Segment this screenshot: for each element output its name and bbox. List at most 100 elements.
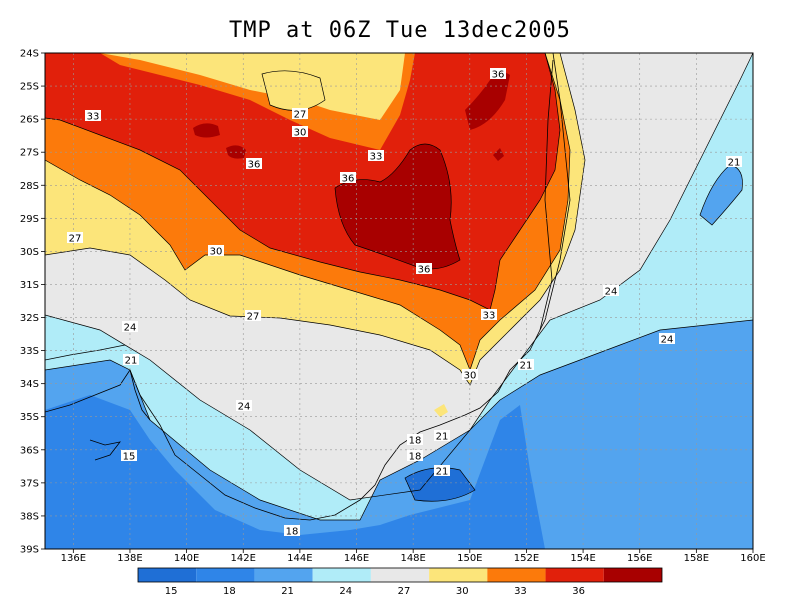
contour-label-bg — [434, 430, 450, 441]
contour-label-bg — [481, 309, 497, 320]
contour-label-bg — [416, 263, 432, 274]
lat-tick-label: 26S — [20, 115, 39, 126]
contour-label: 27 — [69, 234, 82, 245]
contour-label: 18 — [409, 452, 422, 463]
contour-label-bg — [490, 68, 506, 79]
band-gt36-small1 — [193, 123, 220, 138]
lon-tick-label: 144E — [287, 553, 312, 564]
contour-label-bg — [726, 156, 742, 167]
colorbar-label: 27 — [398, 586, 411, 597]
band-18-21 — [45, 320, 753, 549]
contour-label: 24 — [661, 335, 674, 346]
colorbar-swatch — [370, 568, 430, 582]
colorbar-swatch — [487, 568, 546, 582]
contour-label: 36 — [248, 160, 261, 171]
colorbar-label: 33 — [514, 586, 527, 597]
contour-label-bg — [208, 245, 224, 256]
contour-label-bg — [407, 434, 423, 445]
lat-tick-label: 32S — [20, 313, 39, 324]
contour-label-bg — [407, 450, 423, 461]
lon-tick-label: 140E — [174, 553, 199, 564]
contour-label-bg — [603, 285, 619, 296]
lon-tick-label: 160E — [740, 553, 765, 564]
contour-label: 21 — [520, 361, 533, 372]
colorbar-label: 21 — [281, 586, 294, 597]
colorbar-swatch — [312, 568, 371, 582]
lon-tick-label: 156E — [627, 553, 652, 564]
lat-tick-label: 24S — [20, 49, 39, 60]
graticule — [45, 53, 753, 549]
colorbar-label: 18 — [223, 586, 236, 597]
contour-label: 36 — [342, 174, 355, 185]
contour-labels: 33 27 30 36 33 36 36 21 27 30 36 33 24 24 21 27 30 21 24 24… — [67, 68, 742, 538]
lat-tick-label: 38S — [20, 511, 39, 522]
band-27-30-inner — [262, 70, 325, 111]
lat-tick-label: 31S — [20, 280, 39, 291]
lat-tick-label: 27S — [20, 148, 39, 159]
contour-label-bg — [85, 110, 101, 121]
lat-tick-label: 33S — [20, 346, 39, 357]
colorbar-frame — [137, 567, 663, 583]
contour-label: 27 — [294, 110, 307, 121]
contour-label-bg — [122, 321, 138, 332]
contour-label: 24 — [238, 402, 251, 413]
colorbar-label: 24 — [339, 586, 352, 597]
contour-label-bg — [518, 359, 534, 370]
contour-label: 36 — [492, 70, 505, 81]
contour-label-bg — [121, 450, 137, 461]
lon-tick-label: 138E — [117, 553, 142, 564]
contour-label: 30 — [294, 128, 307, 139]
lon-tick-label: 148E — [400, 553, 425, 564]
map-frame — [44, 52, 754, 550]
band-gt36-small3 — [493, 148, 504, 161]
contour-label-bg — [67, 232, 83, 243]
contour-label-bg — [292, 108, 308, 119]
band-27-30-islet — [434, 404, 448, 417]
lat-tick-label: 39S — [20, 545, 39, 556]
lon-tick-label: 146E — [344, 553, 369, 564]
lon-tick-label: 142E — [231, 553, 256, 564]
colorbar-label: 30 — [456, 586, 469, 597]
lat-tick-label: 34S — [20, 379, 39, 390]
contour-label-bg — [246, 158, 262, 169]
colorbar-swatch — [138, 568, 197, 582]
lat-tick-label: 35S — [20, 412, 39, 423]
contour-label: 33 — [483, 311, 496, 322]
lat-tick-label: 29S — [20, 214, 39, 225]
band-lt15 — [405, 467, 475, 502]
contour-label: 30 — [210, 247, 223, 258]
colorbar: 15 18 21 24 27 30 33 36 — [137, 567, 663, 597]
contour-label-bg — [462, 369, 478, 380]
colorbar-swatch — [254, 568, 313, 582]
colorbar-label: 15 — [165, 586, 178, 597]
colorbar-swatch — [603, 568, 662, 582]
contour-label: 21 — [436, 432, 449, 443]
contour-label: 33 — [87, 112, 100, 123]
contour-label-bg — [292, 126, 308, 137]
contour-label: 36 — [418, 265, 431, 276]
lat-tick-label: 28S — [20, 181, 39, 192]
contour-label: 18 — [286, 527, 299, 538]
contour-label-bg — [368, 150, 384, 161]
band-15-18 — [45, 395, 545, 549]
colorbar-swatch — [429, 568, 488, 582]
lat-tick-label: 25S — [20, 82, 39, 93]
contour-label: 27 — [247, 312, 260, 323]
lat-tick-label: 30S — [20, 247, 39, 258]
colorbar-swatch — [196, 568, 255, 582]
contour-label: 21 — [728, 158, 741, 169]
lon-tick-label: 154E — [570, 553, 595, 564]
latitude-labels: 24S 25S 26S 27S 28S 29S 30S 31S 32S 33S 34S 35S 36S 3… — [20, 49, 45, 556]
temperature-fill — [45, 53, 753, 549]
colorbar-label: 36 — [572, 586, 585, 597]
contour-label: 33 — [370, 152, 383, 163]
map-title: TMP at 06Z Tue 13dec2005 — [229, 18, 571, 43]
lon-tick-label: 150E — [457, 553, 482, 564]
band-18-21-ne — [700, 165, 743, 225]
contour-label: 24 — [605, 287, 618, 298]
contour-label: 30 — [464, 371, 477, 382]
contour-label-bg — [340, 172, 356, 183]
lat-tick-label: 36S — [20, 445, 39, 456]
contour-label-bg — [236, 400, 252, 411]
